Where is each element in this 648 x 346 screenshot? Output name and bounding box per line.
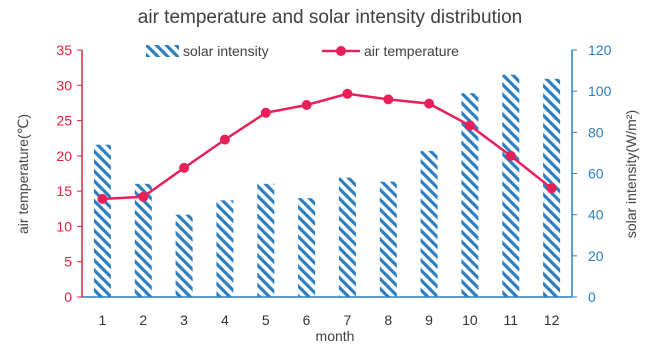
right-y-tick-label: 0	[588, 289, 596, 305]
left-y-ticks: 0 5 10 15 20 25 30 35	[56, 42, 82, 305]
legend-label-air-temperature: air temperature	[364, 43, 459, 59]
x-tick-label: 8	[384, 312, 392, 328]
left-y-tick-label: 20	[56, 148, 72, 164]
point-air-temperature-7	[342, 88, 353, 99]
legend: solar intensity air temperature	[146, 43, 459, 59]
x-tick-label: 10	[462, 312, 478, 328]
bar-solar-intensity-1	[93, 144, 111, 297]
left-y-tick-label: 35	[56, 42, 72, 58]
legend-swatch-solar-intensity	[146, 45, 179, 57]
x-tick-label: 12	[544, 312, 560, 328]
x-tick-label: 1	[99, 312, 107, 328]
bar-solar-intensity-9	[420, 150, 438, 297]
right-y-tick-label: 60	[588, 166, 604, 182]
point-air-temperature-5	[260, 107, 271, 118]
bar-solar-intensity-4	[216, 200, 234, 297]
point-air-temperature-4	[219, 134, 230, 145]
left-y-tick-label: 0	[64, 289, 72, 305]
point-air-temperature-11	[505, 150, 516, 161]
left-y-tick-label: 10	[56, 218, 72, 234]
x-tick-label: 6	[303, 312, 311, 328]
right-y-tick-label: 120	[588, 42, 612, 58]
left-y-axis-label: air temperature(℃)	[15, 114, 31, 234]
point-air-temperature-9	[424, 98, 435, 109]
bar-solar-intensity-11	[502, 74, 520, 297]
right-y-axis-label: solar intensity(W/m²)	[623, 110, 639, 238]
bar-solar-intensity-6	[298, 198, 316, 297]
point-air-temperature-6	[301, 100, 312, 110]
x-ticks: 1 2 3 4 5 6 7 8 9 10 11 12	[99, 312, 560, 328]
legend-label-solar-intensity: solar intensity	[183, 43, 269, 59]
point-air-temperature-2	[138, 191, 149, 202]
legend-swatch-air-temperature-marker	[336, 46, 346, 56]
bar-solar-intensity-8	[379, 181, 397, 297]
bar-series-solar-intensity	[93, 74, 561, 297]
left-y-tick-label: 5	[64, 254, 72, 270]
chart-title: air temperature and solar intensity dist…	[138, 7, 522, 28]
point-air-temperature-8	[383, 94, 394, 105]
bar-solar-intensity-2	[134, 183, 152, 297]
x-tick-label: 7	[344, 312, 352, 328]
right-y-tick-label: 20	[588, 248, 604, 264]
x-tick-label: 9	[425, 312, 433, 328]
x-tick-label: 5	[262, 312, 270, 328]
bar-solar-intensity-5	[257, 183, 275, 297]
bar-solar-intensity-3	[175, 214, 193, 297]
x-tick-label: 2	[139, 312, 147, 328]
x-axis-label: month	[316, 328, 355, 344]
x-tick-label: 11	[503, 312, 518, 328]
point-air-temperature-1	[97, 193, 108, 204]
point-air-temperature-3	[179, 162, 190, 173]
left-y-tick-label: 30	[56, 77, 72, 93]
left-y-tick-label: 25	[56, 113, 72, 129]
left-y-tick-label: 15	[56, 183, 72, 199]
point-air-temperature-12	[546, 183, 557, 194]
right-y-ticks: 0 20 40 60 80 100 120	[572, 42, 612, 305]
bar-solar-intensity-10	[461, 93, 479, 297]
bar-solar-intensity-7	[338, 177, 356, 297]
right-y-tick-label: 80	[588, 124, 604, 140]
x-tick-label: 4	[221, 312, 229, 328]
line-series-air-temperature	[97, 88, 557, 204]
air-temperature-line	[102, 92, 553, 201]
right-y-tick-label: 40	[588, 207, 604, 223]
x-tick-label: 3	[180, 312, 188, 328]
right-y-tick-label: 100	[588, 83, 612, 99]
axes	[81, 50, 573, 298]
point-air-temperature-10	[464, 120, 475, 131]
